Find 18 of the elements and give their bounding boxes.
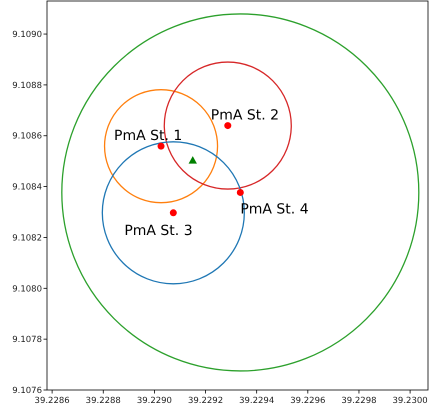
y-tick-label: 9.1080 xyxy=(12,284,42,294)
y-tick-label: 9.1084 xyxy=(12,182,42,193)
x-tick-label: 39.2290 xyxy=(136,396,172,406)
x-tick-label: 39.2300 xyxy=(392,396,428,406)
annotation: PmA St. 2 xyxy=(210,108,280,124)
x-tick-label: 39.2288 xyxy=(86,396,121,406)
y-tick-label: 9.1088 xyxy=(12,80,42,91)
y-tick-label: 9.1076 xyxy=(12,386,42,396)
annotation: PmA St. 3 xyxy=(124,222,193,239)
y-tick-label: 9.1086 xyxy=(12,132,42,142)
y-tick-label: 9.1090 xyxy=(12,30,42,40)
x-tick-label: 39.2296 xyxy=(290,396,326,406)
x-tick-label: 39.2294 xyxy=(239,396,274,406)
x-tick-label: 39.2298 xyxy=(341,396,377,406)
x-tick-label: 39.2292 xyxy=(188,396,224,406)
y-tick-label: 9.1082 xyxy=(12,233,42,244)
x-tick-label: 39.2286 xyxy=(34,396,70,406)
y-tick-label: 9.1078 xyxy=(12,335,42,346)
